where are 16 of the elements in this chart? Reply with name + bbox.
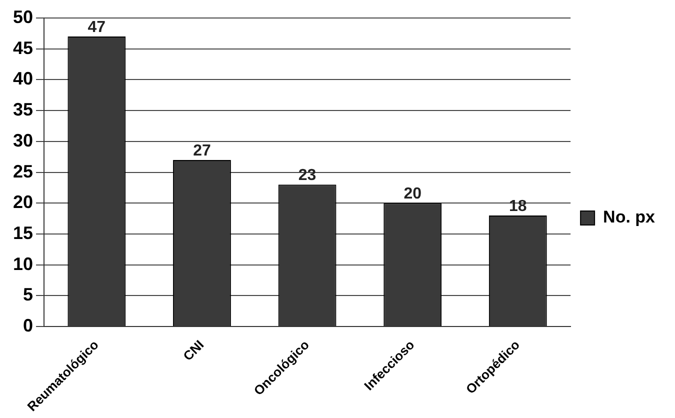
y-tick-label: 15 [12,222,34,243]
x-tick-label: CNI [180,337,207,364]
y-tick-label: 20 [12,192,34,212]
data-label: 47 [88,18,106,36]
y-tick-label: 5 [23,284,34,305]
y-tick-label: 45 [12,38,34,58]
y-tick-label: 35 [12,100,34,120]
legend-label: No. px [603,208,656,227]
y-tick-label: 40 [12,68,34,89]
y-tick-label: 30 [12,130,34,150]
y-tick-label: 25 [12,161,34,182]
y-tick-label: 10 [12,254,34,274]
y-tick-label: 50 [12,6,34,27]
data-label: 27 [193,142,211,160]
y-tick-label: 0 [23,316,34,336]
data-label: 20 [404,186,422,203]
